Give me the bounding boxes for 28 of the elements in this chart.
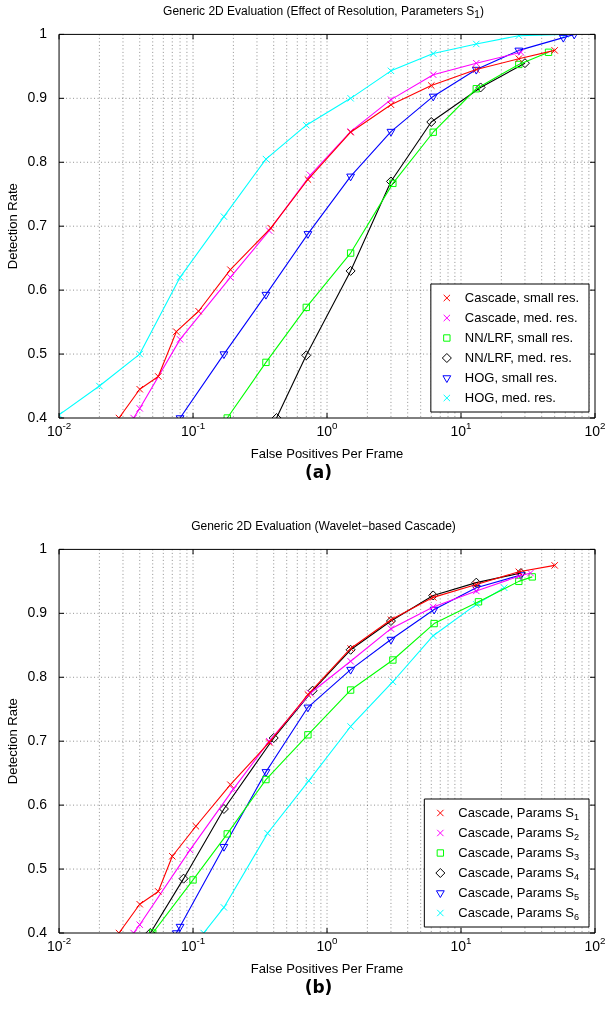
chart-title: Generic 2D Evaluation (Wavelet−based Cascade) [190, 518, 457, 535]
legend-label: NN/LRF, small res. [464, 329, 574, 345]
legend-label: NN/LRF, med. res. [464, 349, 572, 365]
y-tick-label: 0.5 [27, 344, 48, 361]
y-tick-label: 0.7 [27, 217, 48, 234]
chart-title: Generic 2D Evaluation (Effect of Resolution, Parameters S$_{1}$) [162, 3, 485, 22]
y-axis-title: Detection Rate [5, 183, 21, 270]
legend-label: Cascade, med. res. [464, 309, 578, 325]
y-tick-label: 0.4 [27, 408, 48, 425]
y-tick-label: 0.9 [27, 604, 48, 621]
y-tick-label: 0.6 [27, 280, 48, 297]
y-axis-title: Detection Rate [5, 698, 21, 785]
legend-label: HOG, small res. [464, 369, 558, 385]
x-axis-title: False Positives Per Frame [250, 960, 404, 976]
text: (a) [304, 462, 333, 482]
y-tick-label: 0.8 [27, 153, 48, 170]
y-tick-label: 1 [39, 540, 48, 557]
x-axis-title: False Positives Per Frame [250, 445, 404, 461]
y-tick-label: 0.5 [27, 859, 48, 876]
y-tick-label: 0.6 [27, 795, 48, 812]
legend-label: Cascade, small res. [464, 289, 580, 305]
y-tick-label: 0.9 [27, 89, 48, 106]
y-tick-label: 0.4 [27, 923, 48, 940]
text: (b) [303, 977, 334, 997]
y-tick-label: 0.8 [27, 668, 48, 685]
legend-label: HOG, med. res. [464, 389, 556, 405]
y-tick-label: 0.7 [27, 732, 48, 749]
y-tick-label: 1 [39, 25, 48, 42]
